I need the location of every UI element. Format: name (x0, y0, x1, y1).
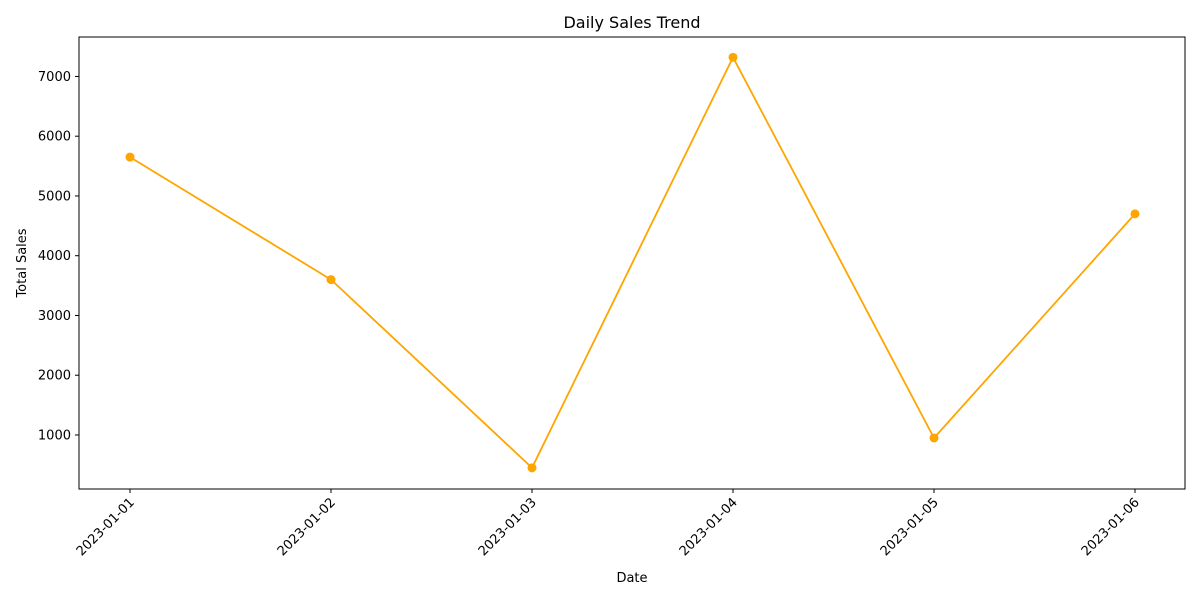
x-tick-label: 2023-01-02 (275, 495, 339, 559)
x-axis-ticks: 2023-01-01 2023-01-02 2023-01-03 2023-01-04… (74, 489, 1143, 559)
y-tick-label: 5000 (38, 189, 71, 204)
y-tick-label: 4000 (38, 249, 71, 264)
y-tick-label: 7000 (38, 70, 71, 85)
data-point (728, 52, 738, 62)
y-axis-ticks: 1000 2000 3000 4000 5000 6000 7000 (38, 70, 79, 443)
y-tick-label: 2000 (38, 369, 71, 384)
data-point (326, 275, 336, 285)
x-tick-label: 2023-01-06 (1079, 495, 1143, 559)
x-tick-label: 2023-01-01 (74, 495, 138, 559)
y-tick-label: 3000 (38, 309, 71, 324)
x-tick-label: 2023-01-04 (677, 495, 741, 559)
y-tick-label: 6000 (38, 130, 71, 145)
data-point (929, 433, 939, 443)
data-point (1130, 209, 1140, 219)
x-tick-label: 2023-01-03 (476, 495, 540, 559)
data-point (125, 152, 135, 162)
data-point (527, 463, 537, 473)
x-axis-label: Date (616, 571, 647, 586)
x-tick-label: 2023-01-05 (878, 495, 942, 559)
y-tick-label: 1000 (38, 428, 71, 443)
chart-title: Daily Sales Trend (563, 13, 700, 32)
series-line-layer (129, 56, 1136, 469)
y-axis-label: Total Sales (15, 228, 30, 298)
data-points-layer (125, 52, 1140, 473)
series-line (129, 56, 1136, 469)
plot-frame (78, 36, 1186, 490)
